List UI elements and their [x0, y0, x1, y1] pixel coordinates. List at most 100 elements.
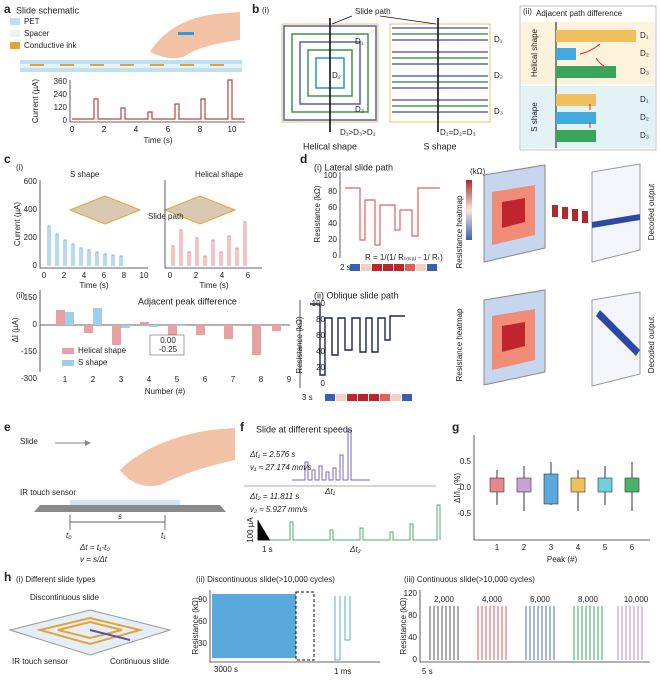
label: (i) Different slide types — [16, 575, 95, 584]
label: t₀ — [66, 531, 72, 540]
artwork-shape — [299, 172, 341, 388]
tick-label: 6 — [166, 125, 171, 134]
artwork-shape — [272, 325, 281, 331]
tick-label: 60 — [328, 203, 337, 212]
tick-label: 120 — [54, 103, 68, 112]
artwork-shape — [62, 348, 74, 354]
artwork-shape — [196, 325, 205, 335]
label: Δt₁ = 2.576 s — [249, 450, 295, 459]
label: v₂ ≈ 5.927 mm/s — [250, 505, 308, 514]
label: Slide at different speeds — [256, 424, 353, 434]
label: Adjacent peak difference — [138, 296, 237, 306]
artwork-shape — [140, 322, 149, 325]
tick-label: -300 — [21, 374, 38, 383]
label: Slide schematic — [16, 5, 80, 15]
tick-label: 1 — [495, 543, 500, 552]
artwork-shape — [329, 18, 439, 132]
tick-label: -0.5 — [457, 509, 471, 518]
panel-label: a — [4, 2, 11, 16]
label: 6,000 — [530, 595, 551, 604]
artwork-shape — [39, 290, 290, 372]
label: D₂ — [640, 49, 649, 58]
legend-item: Conductive ink — [24, 41, 77, 50]
tick-label: 400 — [24, 205, 38, 214]
label: D₃ — [640, 67, 649, 76]
tick-label: 100 — [324, 171, 338, 180]
label: Time (s) — [199, 281, 228, 290]
panel-label: f — [240, 420, 245, 434]
tick-label: 2 — [91, 375, 96, 384]
label: (ii) — [16, 291, 25, 300]
tick-label: 0 — [321, 379, 326, 388]
artwork-shape — [572, 209, 578, 221]
tick-label: 6 — [102, 271, 107, 280]
label: Time (s) — [79, 281, 108, 290]
label: D₁=D₂=D₃ — [440, 128, 476, 137]
label: 4,000 — [482, 595, 503, 604]
box — [516, 477, 532, 493]
artwork-shape — [556, 112, 596, 124]
strip-cell — [361, 264, 371, 271]
panel-label: d — [300, 152, 307, 166]
artwork-shape — [466, 180, 472, 240]
artwork-shape — [562, 207, 568, 219]
label: 100 µA — [246, 517, 255, 543]
label: Helical shape — [303, 141, 357, 151]
artwork-shape — [591, 291, 641, 387]
artwork-shape — [150, 12, 240, 59]
tick-label: 100 — [312, 299, 326, 308]
artwork-shape — [20, 60, 242, 64]
tick-label: 20 — [328, 235, 337, 244]
label: 3000 s — [214, 665, 238, 674]
strip-cell — [394, 264, 404, 271]
artwork-shape — [210, 64, 224, 66]
tick-label: 8 — [122, 271, 127, 280]
tick-label: 0 — [333, 251, 338, 260]
label: Δt₂ — [349, 545, 361, 554]
artwork-shape — [68, 195, 142, 225]
artwork-shape — [212, 594, 296, 658]
artwork-shape — [112, 325, 121, 345]
artwork-shape — [10, 18, 20, 25]
artwork-shape — [90, 64, 104, 66]
label: R = 1/(1/ Rₜₒₜₐₗ - 1/ Rₜ) — [365, 253, 443, 262]
artwork-shape — [592, 214, 640, 228]
artwork-shape — [525, 606, 555, 660]
label: 1 s — [262, 545, 273, 554]
tick-label: 2 — [102, 125, 107, 134]
tick-label: 3 — [119, 375, 124, 384]
tick-label: 6 — [630, 543, 635, 552]
tick-label: 2 — [62, 271, 67, 280]
label: Decoded output — [647, 316, 656, 373]
artwork-shape — [252, 325, 261, 355]
tick-label: 20 — [316, 363, 325, 372]
label: Discontinuous slide — [30, 593, 99, 602]
label: 2,000 — [434, 595, 455, 604]
label: t₁ — [161, 531, 166, 540]
artwork-shape — [582, 211, 588, 223]
artwork-shape — [556, 94, 596, 106]
box — [543, 473, 559, 505]
tick-label: 0 — [63, 116, 68, 125]
label: D₃ — [494, 107, 503, 116]
artwork-shape — [62, 360, 74, 366]
strip-cell — [336, 394, 346, 401]
tick-label: 3 — [549, 543, 554, 552]
label: Helical shape — [195, 170, 244, 179]
panel-label: h — [4, 570, 11, 584]
tick-label: 200 — [24, 233, 38, 242]
label: S shape — [530, 102, 539, 132]
strip-cell — [325, 394, 335, 401]
label: (ii) — [523, 7, 532, 16]
artwork-shape — [262, 504, 441, 541]
artwork-shape — [69, 80, 245, 123]
label: 0.00 — [160, 336, 176, 345]
artwork-shape — [163, 195, 237, 225]
artwork-shape — [392, 27, 488, 113]
tick-label: 5 — [603, 543, 608, 552]
label: (i) — [262, 6, 269, 15]
label: D₂ — [332, 71, 341, 80]
artwork-shape — [345, 187, 440, 246]
artwork-shape — [149, 325, 158, 327]
legend-item: PET — [24, 17, 40, 26]
